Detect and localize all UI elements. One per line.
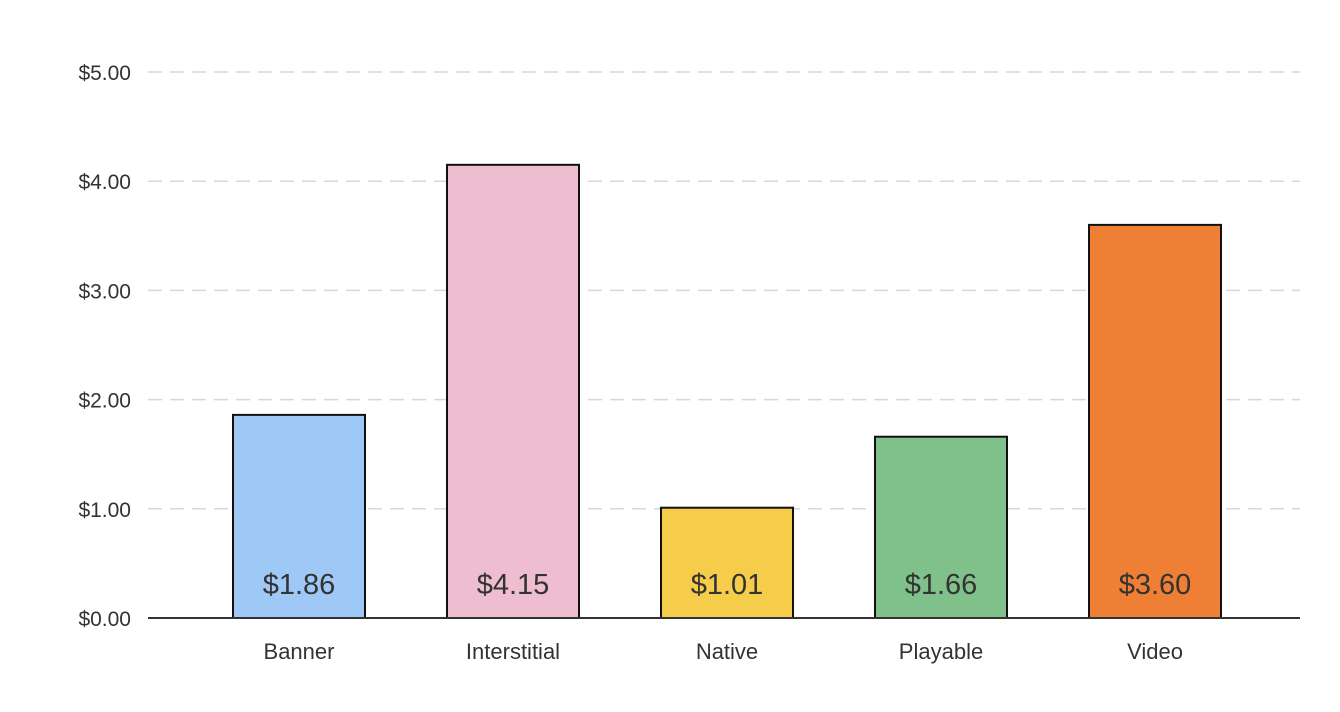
y-tick-label: $4.00 (78, 171, 131, 194)
y-tick-label: $3.00 (78, 280, 131, 303)
x-tick-label: Native (696, 639, 758, 664)
x-tick-label: Interstitial (466, 639, 560, 664)
x-tick-label: Video (1127, 639, 1183, 664)
bar-banner (232, 413, 366, 619)
value-label: $1.01 (691, 569, 764, 601)
y-tick-label: $2.00 (78, 390, 131, 413)
x-tick-label: Playable (899, 639, 983, 664)
x-axis-labels: Banner Interstitial Native Playable Video (264, 639, 1183, 664)
y-axis-ticks: $0.00 $1.00 $2.00 $3.00 $4.00 $5.00 (78, 62, 131, 631)
y-tick-label: $1.00 (78, 499, 131, 522)
bar-playable (874, 435, 1008, 619)
bars (232, 163, 1222, 620)
x-tick-label: Banner (264, 639, 335, 664)
value-label: $3.60 (1119, 569, 1192, 601)
bar-video (1088, 223, 1222, 619)
value-label: $4.15 (477, 569, 550, 601)
y-tick-label: $5.00 (78, 62, 131, 85)
value-label: $1.66 (905, 569, 978, 601)
value-label: $1.86 (263, 569, 336, 601)
value-labels: $1.86 $4.15 $1.01 $1.66 $3.60 (263, 569, 1192, 601)
bar-native (660, 506, 794, 620)
bar-interstitial (446, 163, 580, 619)
y-tick-label: $0.00 (78, 608, 131, 631)
